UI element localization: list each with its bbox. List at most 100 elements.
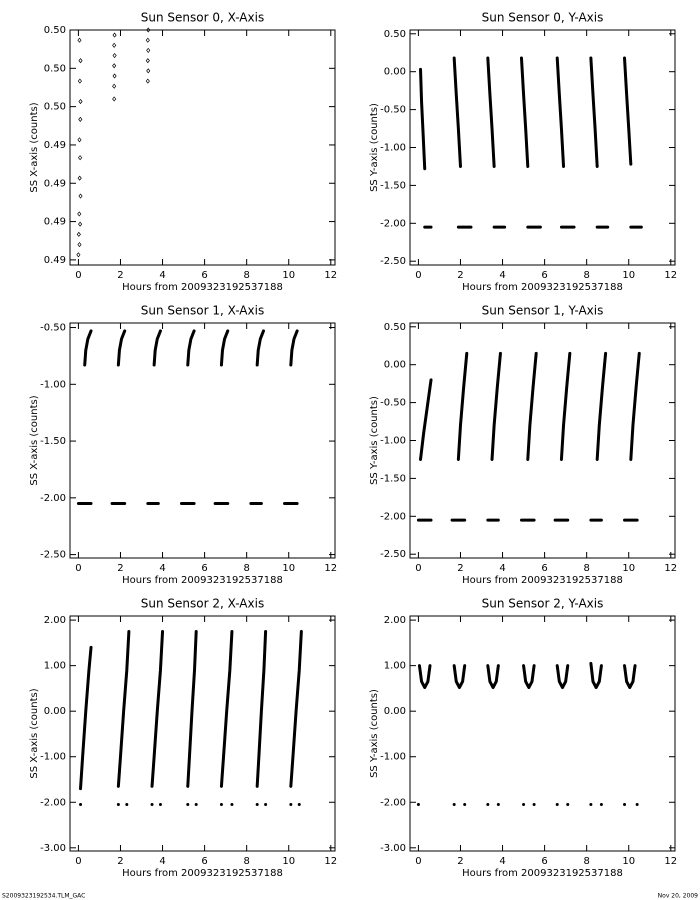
data-point [77, 37, 82, 43]
plot-frame [409, 322, 676, 559]
plot-frame [69, 29, 336, 266]
data-point [145, 58, 150, 64]
x-axis-label: Hours from 2009323192537188 [122, 282, 283, 293]
x-tick-label: 2 [117, 856, 123, 867]
data-point [112, 52, 117, 59]
x-tick-label: 2 [117, 270, 123, 281]
data-point [77, 242, 82, 248]
data-point [77, 175, 82, 181]
y-tick-label: -1.00 [380, 143, 406, 154]
data-point [146, 47, 151, 53]
data-point [78, 155, 83, 161]
y-tick-label: -1.00 [380, 436, 406, 447]
y-tick-label: -1.00 [40, 379, 66, 390]
x-tick-label: 0 [75, 270, 81, 281]
data-point [77, 137, 82, 143]
y-tick-label: 0.00 [44, 706, 66, 717]
data-point [145, 37, 150, 43]
x-tick-label: 4 [159, 270, 165, 281]
x-tick-label: 8 [243, 856, 249, 867]
x-tick-label: 8 [243, 563, 249, 574]
x-tick-label: 10 [622, 270, 635, 281]
y-tick-label: 0.50 [384, 322, 406, 333]
y-tick-label: 0.50 [44, 25, 66, 36]
x-tick-label: 0 [75, 856, 81, 867]
y-tick-label: 0.00 [384, 67, 406, 78]
data-line [79, 629, 303, 807]
x-tick-label: 10 [622, 563, 635, 574]
data-point [78, 221, 83, 227]
x-tick-label: 4 [159, 856, 165, 867]
data-point [112, 96, 117, 102]
x-tick-label: 8 [243, 270, 249, 281]
x-tick-label: 12 [664, 856, 677, 867]
chart-title: Sun Sensor 0, X-Axis [141, 11, 264, 25]
x-tick-label: 4 [159, 563, 165, 574]
chart: Sun Sensor 0, X-Axis Hours from 200932319… [29, 11, 337, 294]
y-tick-label: 0.49 [44, 255, 66, 266]
x-tick-label: 12 [664, 563, 677, 574]
x-tick-label: 0 [415, 856, 421, 867]
x-tick-label: 4 [499, 856, 505, 867]
x-tick-label: 6 [201, 856, 207, 867]
plot-frame [69, 322, 336, 559]
x-tick-label: 4 [499, 563, 505, 574]
data-point [76, 231, 81, 237]
chart: Sun Sensor 0, Y-Axis Hours from 200932319… [369, 11, 677, 294]
data-point [146, 68, 151, 74]
data-line [76, 329, 299, 506]
y-tick-label: -2.50 [40, 550, 66, 561]
chart-title: Sun Sensor 0, Y-Axis [482, 11, 604, 25]
y-tick-label: 0.50 [44, 102, 66, 113]
x-tick-label: 10 [282, 563, 295, 574]
footer-date: Nov 20, 2009 [658, 893, 699, 900]
data-point [112, 63, 117, 69]
data-point [78, 58, 83, 64]
data-point [78, 116, 83, 122]
x-tick-label: 6 [201, 270, 207, 281]
y-tick-label: -1.00 [380, 752, 406, 763]
x-tick-label: 2 [117, 563, 123, 574]
plot-frame [409, 615, 676, 852]
y-tick-label: 2.00 [384, 615, 406, 626]
y-tick-label: -3.00 [380, 843, 406, 854]
y-tick-label: 1.00 [384, 661, 406, 672]
x-tick-label: 10 [282, 856, 295, 867]
y-tick-label: -2.00 [40, 493, 66, 504]
data-line [419, 56, 643, 229]
y-tick-label: -2.00 [380, 511, 406, 522]
x-tick-label: 8 [583, 856, 589, 867]
x-tick-label: 10 [282, 270, 295, 281]
data-line [416, 661, 639, 807]
x-tick-label: 0 [415, 270, 421, 281]
x-tick-label: 6 [541, 856, 547, 867]
x-axis-label: Hours from 2009323192537188 [122, 868, 283, 879]
x-tick-label: 2 [457, 563, 463, 574]
chart: Sun Sensor 1, Y-Axis Hours from 200932319… [369, 304, 677, 587]
data-point [77, 78, 82, 84]
y-tick-label: -2.50 [380, 256, 406, 267]
footer-file: S2009323192534.TLM_GAC [2, 893, 85, 900]
chart-title: Sun Sensor 1, X-Axis [141, 304, 264, 318]
y-axis-label: SS X-axis (counts) [29, 688, 40, 778]
x-tick-label: 10 [622, 856, 635, 867]
y-tick-label: -0.50 [380, 398, 406, 409]
x-tick-label: 12 [324, 270, 337, 281]
y-axis-label: SS X-axis (counts) [29, 395, 40, 485]
y-tick-label: 0.49 [44, 178, 66, 189]
chart: Sun Sensor 1, X-Axis Hours from 200932319… [29, 304, 337, 587]
x-tick-label: 8 [583, 270, 589, 281]
y-tick-label: -1.00 [40, 752, 66, 763]
y-tick-label: 0.50 [384, 29, 406, 40]
y-tick-label: -1.50 [380, 473, 406, 484]
chart-title: Sun Sensor 1, Y-Axis [482, 304, 604, 318]
y-tick-label: -2.00 [380, 797, 406, 808]
y-tick-label: -3.00 [40, 843, 66, 854]
y-tick-label: -2.00 [40, 797, 66, 808]
y-tick-label: -2.50 [380, 549, 406, 560]
x-axis-label: Hours from 2009323192537188 [122, 575, 283, 586]
y-axis-label: SS Y-axis (counts) [369, 103, 380, 192]
chart: Sun Sensor 2, X-Axis Hours from 200932319… [29, 597, 337, 880]
y-tick-label: 1.00 [44, 661, 66, 672]
